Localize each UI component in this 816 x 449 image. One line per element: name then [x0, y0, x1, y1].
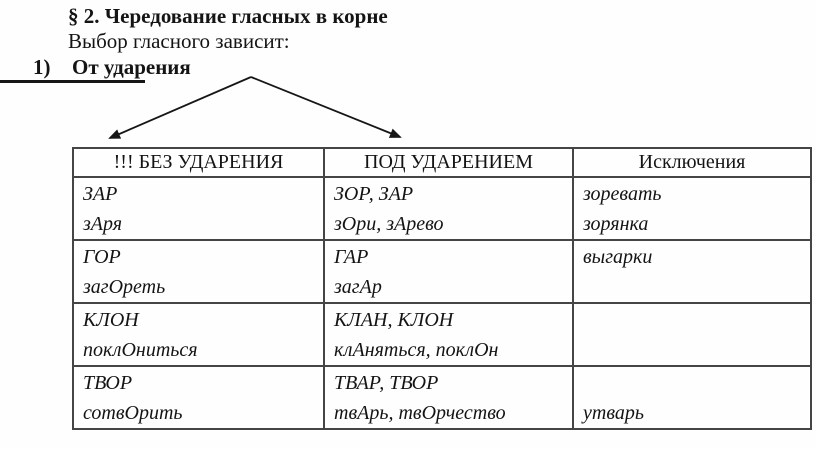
cell-line: [583, 368, 809, 398]
cell-line: сотвОрить: [83, 402, 183, 424]
table-cell: утварь: [572, 365, 812, 430]
header-cell-bez-udareniya: !!! БЕЗ УДАРЕНИЯ: [72, 147, 325, 178]
table-cell: ГАР загАр: [323, 239, 574, 304]
cell-line: загАр: [334, 276, 382, 298]
cell-line: ТВАР, ТВОР: [334, 372, 439, 394]
cell-line: ГАР: [334, 246, 369, 268]
page-subtitle: Выбор гласного зависит:: [68, 29, 290, 53]
list-item-underline: [0, 80, 145, 83]
table-cell: [572, 302, 812, 367]
cell-line: поклОниться: [83, 339, 198, 361]
cell-line: зоревать: [583, 183, 662, 205]
cell-line: ТВОР: [83, 372, 133, 394]
arrow-left-icon: [108, 76, 252, 139]
cell-line: ЗАР: [83, 183, 118, 205]
table-cell: ТВОР сотвОрить: [72, 365, 325, 430]
table-cell: выгарки: [572, 239, 812, 304]
cell-line: КЛОН: [83, 309, 139, 331]
list-item-number: 1): [33, 55, 51, 79]
table-header-row: !!! БЕЗ УДАРЕНИЯ ПОД УДАРЕНИЕМ Исключени…: [72, 147, 812, 178]
table-cell: ЗОР, ЗАР зОри, зАрево: [323, 176, 574, 241]
cell-line: твАрь, твОрчество: [334, 402, 506, 424]
cell-line: выгарки: [583, 246, 653, 268]
cell-line: зОри, зАрево: [334, 213, 444, 235]
cell-line: [583, 305, 809, 335]
cell-line: [583, 272, 809, 301]
cell-line: ЗОР, ЗАР: [334, 183, 414, 205]
table-cell: зоревать зорянка: [572, 176, 812, 241]
table-cell: ГОР загОреть: [72, 239, 325, 304]
cell-line: загОреть: [83, 276, 166, 298]
table-cell: КЛАН, КЛОН клАняться, поклОн: [323, 302, 574, 367]
cell-line: КЛАН, КЛОН: [334, 309, 454, 331]
cell-line: зорянка: [583, 213, 649, 235]
list-item-text: От ударения: [72, 55, 191, 79]
table-cell: ТВАР, ТВОР твАрь, твОрчество: [323, 365, 574, 430]
page-title: § 2. Чередование гласных в корне: [68, 4, 388, 28]
alternation-table: !!! БЕЗ УДАРЕНИЯ ПОД УДАРЕНИЕМ Исключени…: [72, 147, 812, 430]
cell-line: утварь: [583, 402, 644, 424]
table-row-klon: КЛОН поклОниться КЛАН, КЛОН клАняться, п…: [72, 302, 812, 367]
table-cell: КЛОН поклОниться: [72, 302, 325, 367]
cell-line: клАняться, поклОн: [334, 339, 499, 361]
arrow-right-icon: [250, 76, 402, 138]
table-row-gor: ГОР загОреть ГАР загАр выгарки: [72, 239, 812, 304]
cell-line: ГОР: [83, 246, 121, 268]
table-cell: ЗАР зАря: [72, 176, 325, 241]
header-cell-pod-udareniem: ПОД УДАРЕНИЕМ: [323, 147, 574, 178]
header-cell-isklyucheniya: Исключения: [572, 147, 812, 178]
cell-line: зАря: [83, 213, 123, 235]
table-row-tvor: ТВОР сотвОрить ТВАР, ТВОР твАрь, твОрчес…: [72, 365, 812, 430]
cell-line: [583, 335, 809, 364]
table-row-zar: ЗАР зАря ЗОР, ЗАР зОри, зАрево зоревать …: [72, 176, 812, 241]
